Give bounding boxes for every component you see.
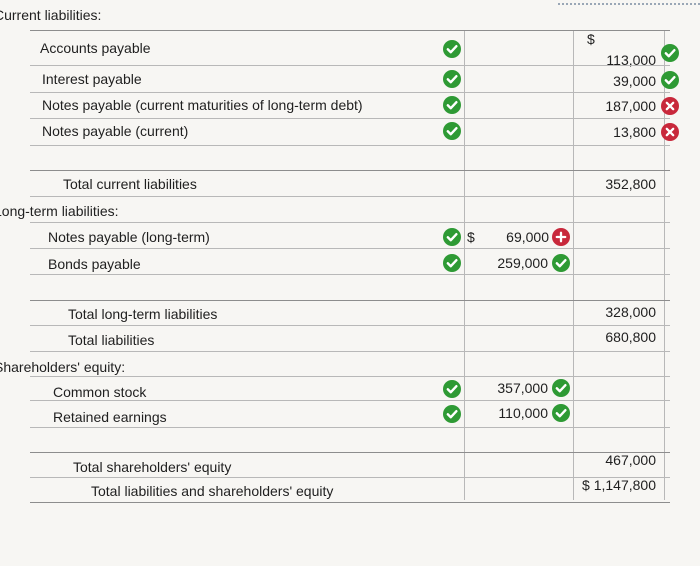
cross-icon: [661, 123, 679, 141]
row-rule: [30, 30, 670, 31]
retained-earnings-value[interactable]: 110,000: [498, 405, 548, 421]
check-icon: [443, 254, 461, 272]
check-icon: [443, 40, 461, 58]
column-separator-2: [573, 30, 574, 500]
notes-payable-current-maturities-label: Notes payable (current maturities of lon…: [42, 97, 363, 113]
row-rule: [30, 118, 670, 119]
interest-payable-value[interactable]: 39,000: [613, 73, 656, 89]
check-icon: [443, 122, 461, 140]
total-current-liabilities-value: 352,800: [605, 176, 656, 192]
check-icon: [443, 70, 461, 88]
notes-payable-current-value[interactable]: 13,800: [613, 124, 656, 140]
row-rule: [30, 300, 670, 301]
check-icon: [552, 379, 570, 397]
notes-payable-current-maturities-value[interactable]: 187,000: [605, 98, 656, 114]
row-rule: [30, 248, 670, 249]
bonds-payable-label: Bonds payable: [48, 256, 141, 272]
check-icon: [552, 404, 570, 422]
total-current-liabilities-label: Total current liabilities: [63, 176, 197, 192]
grand-total-value: $ 1,147,800: [582, 477, 656, 493]
currency-symbol: $: [467, 229, 475, 245]
row-rule: [30, 452, 670, 453]
total-long-term-liabilities-label: Total long-term liabilities: [68, 306, 218, 322]
row-rule: [30, 427, 670, 428]
common-stock-label: Common stock: [53, 384, 147, 400]
notes-payable-current-label: Notes payable (current): [42, 123, 189, 139]
total-long-term-liabilities-value: 328,000: [605, 304, 656, 320]
check-icon: [443, 96, 461, 114]
row-rule: [30, 400, 670, 401]
check-icon: [443, 228, 461, 246]
check-icon: [443, 380, 461, 398]
row-rule: [30, 351, 670, 352]
check-icon: [443, 405, 461, 423]
long-term-liabilities-heading: Long-term liabilities:: [0, 203, 119, 219]
notes-payable-long-term-label: Notes payable (long-term): [48, 229, 210, 245]
row-rule: [30, 376, 670, 377]
row-rule: [30, 92, 670, 93]
cross-icon: [661, 97, 679, 115]
row-rule: [30, 196, 670, 197]
total-liabilities-value: 680,800: [605, 329, 656, 345]
accounts-payable-label: Accounts payable: [40, 40, 151, 56]
row-rule: [30, 145, 670, 146]
row-rule: [30, 325, 670, 326]
check-icon: [552, 254, 570, 272]
common-stock-value[interactable]: 357,000: [497, 380, 548, 396]
row-rule: [30, 222, 670, 223]
accounts-payable-value[interactable]: 113,000: [606, 52, 656, 68]
row-rule: [30, 477, 670, 478]
plus-icon: [552, 228, 570, 246]
check-icon: [661, 44, 679, 62]
row-rule: [30, 65, 670, 66]
row-rule: [30, 170, 670, 171]
grand-total-label: Total liabilities and shareholders' equi…: [91, 483, 334, 499]
bonds-payable-value[interactable]: 259,000: [497, 255, 548, 271]
currency-symbol: $: [587, 31, 595, 47]
retained-earnings-label: Retained earnings: [53, 409, 167, 425]
total-shareholders-equity-label: Total shareholders' equity: [73, 459, 232, 475]
current-liabilities-heading: Current liabilities:: [0, 7, 102, 23]
row-rule: [30, 274, 670, 275]
total-shareholders-equity-value: 467,000: [605, 452, 656, 468]
total-liabilities-label: Total liabilities: [68, 332, 155, 348]
row-rule: [30, 502, 670, 503]
column-separator-1: [464, 30, 465, 500]
check-icon: [661, 71, 679, 89]
shareholders-equity-heading: Shareholders' equity:: [0, 359, 126, 375]
top-dotted-rule: [558, 3, 700, 5]
column-separator-3: [664, 30, 665, 500]
notes-payable-long-term-value[interactable]: 69,000: [506, 229, 549, 245]
interest-payable-label: Interest payable: [42, 71, 142, 87]
